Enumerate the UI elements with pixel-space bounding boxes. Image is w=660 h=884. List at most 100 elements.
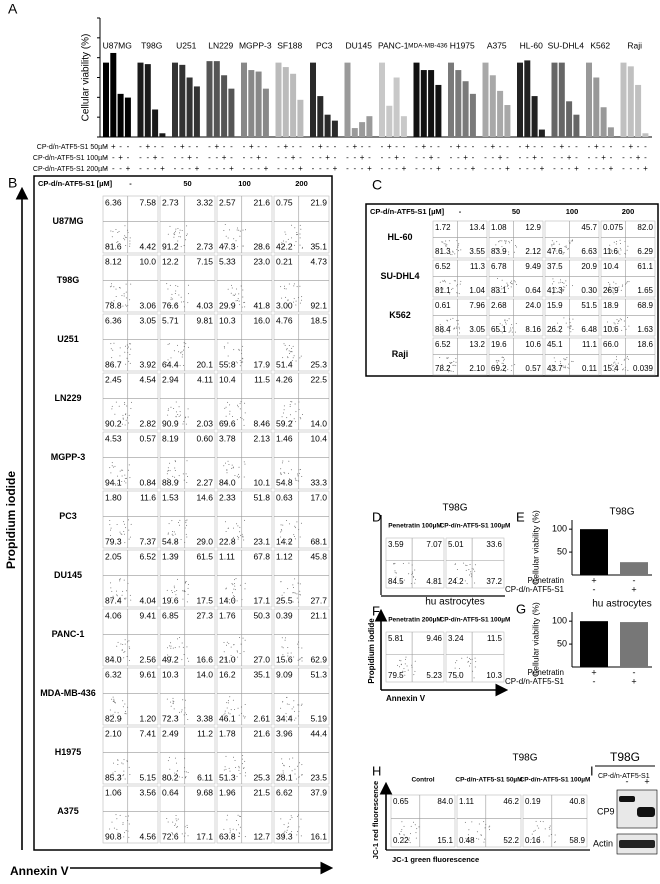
event-dot	[123, 531, 124, 532]
event-dot	[405, 659, 406, 660]
event-dot	[175, 461, 176, 462]
quadrant-lr: 37.2	[486, 577, 502, 586]
event-dot	[112, 236, 113, 237]
treatment-sign: -	[637, 164, 640, 173]
event-dot	[614, 242, 615, 243]
quadrant-lr: 10.1	[253, 477, 270, 487]
event-dot	[291, 351, 292, 352]
event-dot	[239, 350, 240, 351]
quadrant-ul: 6.36	[105, 197, 122, 207]
event-dot	[609, 245, 610, 246]
event-dot	[223, 230, 224, 231]
panel-title: T98G	[512, 753, 537, 764]
event-dot	[532, 834, 533, 835]
event-dot	[177, 228, 178, 229]
quadrant-ul: 37.5	[547, 262, 563, 271]
event-dot	[628, 359, 629, 360]
quadrant-ll: 51.4	[276, 359, 293, 369]
event-dot	[127, 230, 128, 231]
bar	[628, 66, 634, 137]
event-dot	[291, 351, 292, 352]
quadrant-lr: 23.1	[253, 536, 270, 546]
event-dot	[471, 576, 472, 577]
event-dot	[240, 360, 241, 361]
quadrant-ll: 22.8	[219, 536, 236, 546]
quadrant-ur: 3.56	[139, 787, 156, 797]
quadrant-lr: 2.82	[139, 418, 156, 428]
event-dot	[167, 471, 168, 472]
event-dot	[127, 305, 128, 306]
treatment-sign: -	[415, 142, 418, 151]
panel-label: G	[516, 601, 526, 616]
treatment-sign: +	[118, 153, 123, 162]
event-dot	[280, 818, 281, 819]
treatment-sign: +	[153, 153, 158, 162]
event-dot	[245, 772, 246, 773]
quadrant-lr: 2.56	[139, 654, 156, 664]
event-dot	[241, 362, 242, 363]
event-dot	[126, 713, 127, 714]
event-dot	[123, 238, 124, 239]
event-dot	[129, 354, 130, 355]
event-dot	[399, 834, 400, 835]
event-dot	[232, 416, 233, 417]
treatment-sign: -	[381, 153, 384, 162]
event-dot	[459, 293, 460, 294]
event-dot	[184, 654, 185, 655]
event-dot	[182, 230, 183, 231]
event-dot	[229, 414, 230, 415]
quadrant-ll: 63.8	[219, 831, 236, 841]
event-dot	[110, 286, 111, 287]
event-dot	[289, 766, 290, 767]
event-dot	[300, 229, 301, 230]
event-dot	[182, 351, 183, 352]
treatment-sign: +	[402, 164, 407, 173]
quadrant-lr: 3.05	[469, 325, 485, 334]
event-dot	[125, 639, 126, 640]
event-dot	[228, 528, 229, 529]
event-dot	[243, 539, 244, 540]
event-dot	[186, 537, 187, 538]
event-dot	[176, 411, 177, 412]
event-dot	[180, 365, 181, 366]
row-name: U87MG	[52, 216, 83, 226]
event-dot	[188, 835, 189, 836]
event-dot	[626, 358, 627, 359]
bar	[379, 63, 385, 137]
event-dot	[466, 570, 467, 571]
event-dot	[179, 520, 180, 521]
event-dot	[124, 295, 125, 296]
group-name: MGPP-3	[239, 40, 272, 50]
treatment-sign: -	[450, 153, 453, 162]
event-dot	[284, 286, 285, 287]
event-dot	[236, 300, 237, 301]
treatment-sign: -	[381, 164, 384, 173]
event-dot	[184, 714, 185, 715]
event-dot	[302, 661, 303, 662]
event-dot	[170, 646, 171, 647]
quadrant-ul: 1.11	[459, 797, 475, 806]
event-dot	[287, 588, 288, 589]
event-dot	[297, 766, 298, 767]
event-dot	[122, 591, 123, 592]
event-dot	[554, 357, 555, 358]
event-dot	[566, 323, 567, 324]
event-dot	[469, 574, 470, 575]
event-dot	[293, 285, 294, 286]
event-dot	[570, 331, 571, 332]
treatment-sign: -	[422, 153, 425, 162]
event-dot	[174, 708, 175, 709]
quadrant-ll: 10.6	[603, 325, 619, 334]
event-dot	[173, 408, 174, 409]
event-dot	[569, 240, 570, 241]
event-dot	[239, 301, 240, 302]
event-dot	[130, 349, 131, 350]
event-dot	[125, 598, 126, 599]
event-dot	[242, 296, 243, 297]
quadrant-ll: 47.3	[219, 241, 236, 251]
quadrant-lr: 3.06	[139, 300, 156, 310]
event-dot	[232, 592, 233, 593]
event-dot	[290, 819, 291, 820]
event-dot	[175, 647, 176, 648]
event-dot	[296, 360, 297, 361]
